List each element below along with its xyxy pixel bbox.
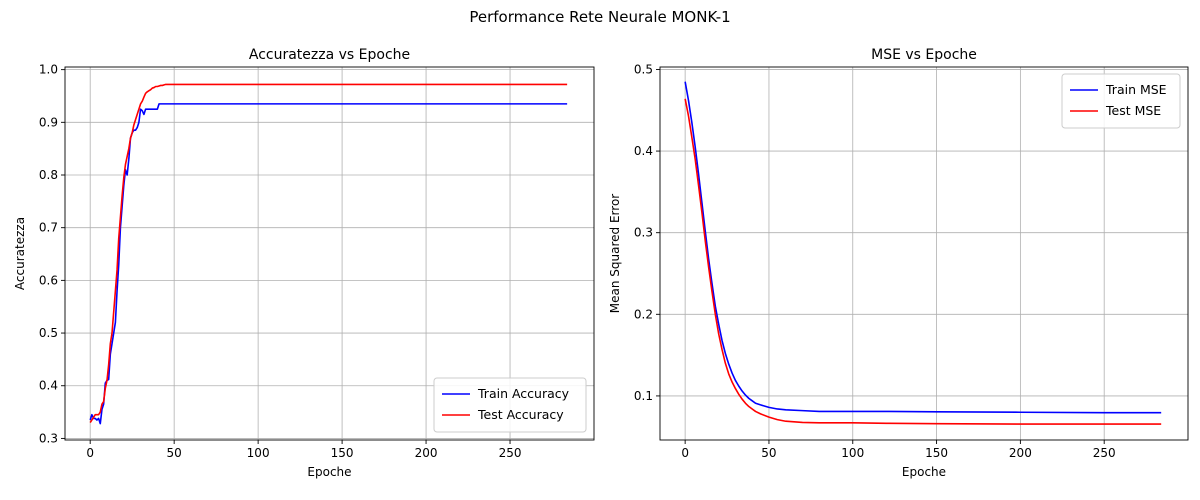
mse-legend: Train MSE Test MSE [1061,73,1181,129]
accuracy-series-line-2 [89,83,568,424]
mse-x-tick-label: 50 [761,446,776,460]
accuracy-legend-label-2: Test Accuracy [477,407,564,422]
suptitle: Performance Rete Neurale MONK-1 [469,8,730,26]
mse-x-tick-label: 250 [1093,446,1116,460]
mse-panel: 0 50 100 150 200 250 0.1 0.2 0.3 0.4 0.5 MSE vs Epo… [608,47,1189,479]
mse-legend-label-2: Test MSE [1105,103,1161,118]
accuracy-y-tick-label: 0.3 [39,431,58,445]
accuracy-y-tick-label: 1.0 [39,63,58,77]
accuracy-y-tick-label: 0.5 [39,326,58,340]
accuracy-x-tick-label: 0 [86,446,94,460]
accuracy-legend-box [433,377,587,433]
accuracy-y-tick-label: 0.6 [39,273,58,287]
mse-axes-frame [659,66,1189,441]
mse-y-tick-label: 0.4 [634,144,653,158]
accuracy-y-axis-label: Accuratezza [13,217,27,290]
accuracy-x-tick-label: 50 [167,446,182,460]
accuracy-x-tick-label: 100 [247,446,270,460]
mse-x-tick-label: 100 [841,446,864,460]
mse-y-tick-label: 0.1 [634,389,653,403]
mse-legend-box [1061,73,1181,129]
accuracy-legend-label-1: Train Accuracy [477,386,570,401]
mse-x-tick-label: 200 [1009,446,1032,460]
accuracy-y-tick-label: 0.7 [39,221,58,235]
accuracy-x-tick-label: 150 [331,446,354,460]
accuracy-y-tick-label: 0.8 [39,168,58,182]
mse-series-line-2 [684,98,1162,425]
accuracy-y-tick-label: 0.9 [39,115,58,129]
mse-x-tick-label: 0 [681,446,689,460]
accuracy-axes-frame [64,66,595,441]
accuracy-x-tick-label: 250 [499,446,522,460]
mse-y-axis-label: Mean Squared Error [608,194,622,314]
mse-y-tick-label: 0.2 [634,307,653,321]
accuracy-x-axis-label: Epoche [307,465,351,479]
mse-y-tick-label: 0.5 [634,62,653,76]
accuracy-chart-title: Accuratezza vs Epoche [249,47,410,63]
accuracy-y-tick-label: 0.4 [39,379,58,393]
mse-chart-title: MSE vs Epoche [871,47,977,63]
accuracy-x-tick-label: 200 [415,446,438,460]
mse-y-tick-label: 0.3 [634,226,653,240]
mse-x-tick-label: 150 [925,446,948,460]
mse-x-axis-label: Epoche [902,465,946,479]
mse-series-line-1 [684,81,1162,414]
accuracy-panel: 0 50 100 150 200 250 0.3 0.4 0.5 0.6 0.7 0.8 0.9 1.0 A… [13,47,595,479]
accuracy-legend: Train Accuracy Test Accuracy [433,377,587,433]
mse-legend-label-1: Train MSE [1105,82,1167,97]
